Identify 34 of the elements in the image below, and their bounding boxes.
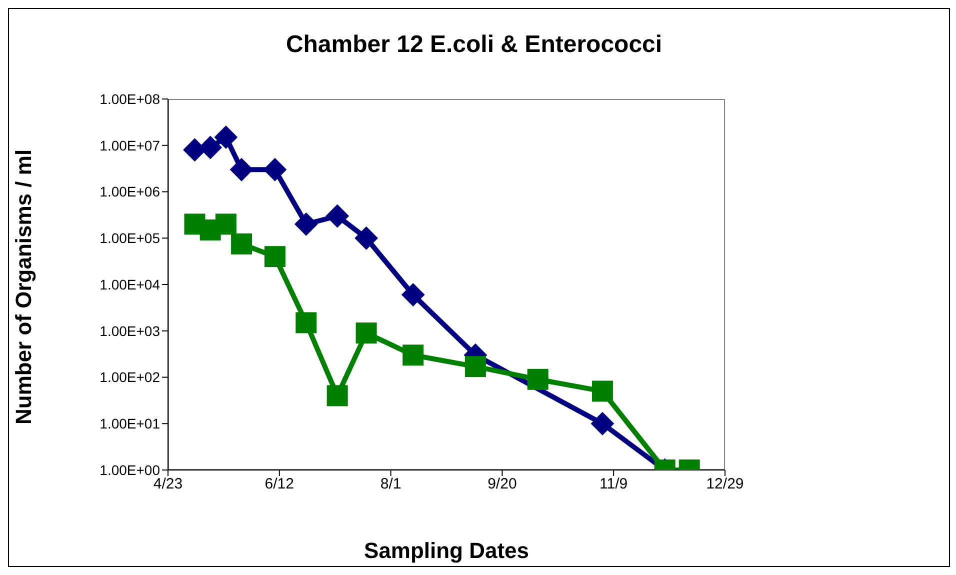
point [264,246,286,268]
x-tick-label: 11/9 [600,476,628,493]
point [464,356,486,378]
y-tick-label: 1.00E+00 [100,462,160,478]
point [326,385,348,406]
y-tick-label: 1.00E+01 [100,416,160,432]
y-tick-label: 1.00E+06 [100,184,160,200]
y-tick-label: 1.00E+02 [100,369,160,386]
y-tick-label: 1.00E+08 [100,90,160,107]
y-tick-label: 1.00E+07 [100,137,160,154]
point [402,344,424,366]
point [214,126,238,149]
point [296,312,317,334]
point [592,380,613,402]
x-axis-title: Sampling Dates [364,538,530,563]
y-tick-label: 1.00E+03 [100,322,160,339]
x-tick-label: 6/12 [264,476,294,493]
point [215,214,236,235]
point [354,226,378,250]
point [356,322,377,344]
point [527,368,548,390]
chart-title: Chamber 12 E.coli & Enterococci [284,31,664,59]
point [326,204,349,228]
x-tick-label: 12/29 [706,476,744,493]
point [294,212,318,236]
point [231,233,252,254]
x-tick-label: 4/23 [153,476,183,493]
point [402,283,425,306]
y-tick-label: 1.00E+04 [100,276,160,292]
x-tick-label: 8/1 [380,476,402,493]
y-tick-label: 1.00E+05 [100,230,160,246]
x-tick-label: 9/20 [488,476,517,493]
point [590,412,614,436]
y-axis-title: Number of Organisms / ml [10,149,36,424]
